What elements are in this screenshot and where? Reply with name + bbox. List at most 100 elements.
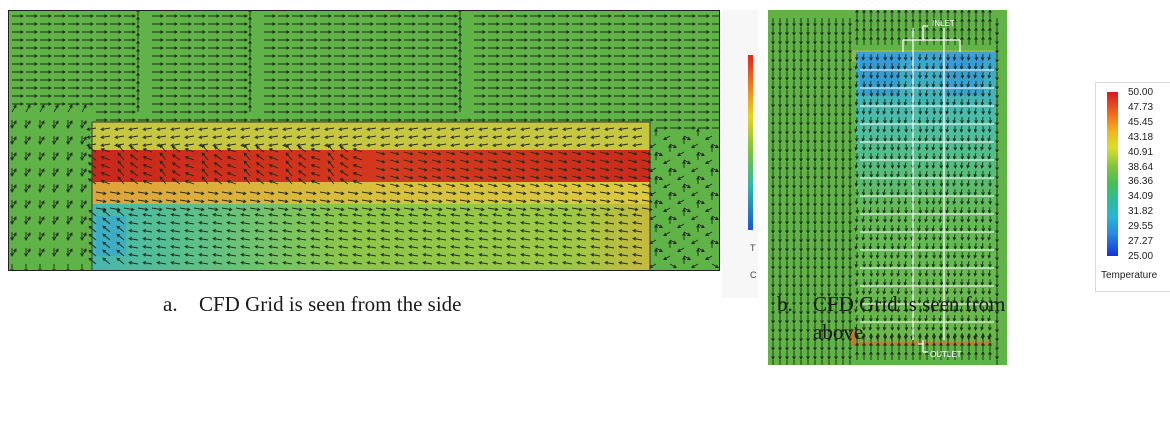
velocity-arrow	[834, 342, 838, 351]
velocity-arrow	[931, 80, 936, 88]
velocity-arrow	[656, 126, 668, 130]
velocity-arrow	[310, 164, 321, 169]
velocity-arrow	[924, 305, 929, 313]
velocity-arrow	[548, 213, 559, 217]
velocity-arrow	[959, 170, 963, 178]
velocity-arrow	[792, 234, 796, 243]
velocity-arrow	[785, 126, 789, 135]
velocity-arrow	[904, 342, 908, 351]
velocity-arrow	[904, 333, 908, 342]
velocity-arrow	[953, 260, 958, 268]
velocity-arrow	[171, 170, 181, 177]
velocity-arrow	[282, 245, 293, 249]
velocity-arrow	[785, 72, 789, 81]
velocity-arrow	[571, 199, 583, 204]
velocity-arrow	[571, 167, 582, 172]
velocity-arrow	[868, 206, 872, 214]
velocity-arrow	[67, 232, 73, 241]
top-view-plot: INLET OUTLET	[768, 10, 1007, 365]
velocity-arrow	[431, 151, 442, 156]
velocity-arrow	[184, 127, 195, 131]
velocity-arrow	[827, 297, 831, 306]
velocity-arrow	[966, 152, 971, 160]
velocity-arrow	[352, 127, 363, 131]
velocity-arrow	[952, 233, 957, 241]
velocity-arrow	[558, 86, 570, 90]
velocity-arrow	[820, 18, 824, 27]
velocity-arrow	[544, 78, 556, 82]
velocity-arrow	[953, 80, 958, 88]
velocity-arrow	[82, 62, 94, 66]
velocity-arrow	[576, 253, 587, 257]
velocity-arrow	[939, 342, 943, 351]
velocity-arrow	[988, 62, 992, 70]
velocity-arrow	[841, 306, 845, 315]
velocity-arrow	[516, 22, 528, 26]
velocity-arrow	[506, 245, 517, 249]
velocity-arrow	[834, 306, 838, 315]
velocity-arrow	[362, 70, 374, 74]
velocity-arrow	[380, 237, 391, 241]
velocity-arrow	[327, 144, 335, 153]
velocity-arrow	[431, 175, 442, 180]
velocity-arrow	[436, 237, 447, 241]
velocity-arrow	[813, 333, 817, 342]
velocity-arrow	[711, 239, 719, 244]
velocity-arrow	[248, 96, 252, 104]
velocity-arrow	[458, 16, 462, 24]
velocity-arrow	[945, 206, 950, 214]
velocity-arrow	[868, 143, 873, 151]
velocity-arrow	[959, 143, 964, 151]
velocity-arrow	[404, 54, 416, 58]
velocity-arrow	[432, 38, 444, 42]
velocity-arrow	[366, 245, 377, 249]
velocity-arrow	[515, 151, 526, 156]
velocity-arrow	[987, 143, 992, 151]
velocity-arrow	[194, 102, 206, 106]
velocity-arrow	[516, 46, 528, 50]
velocity-arrow	[208, 22, 220, 26]
velocity-arrow	[222, 62, 234, 66]
velocity-arrow	[548, 229, 559, 233]
velocity-arrow	[375, 151, 386, 156]
velocity-arrow	[129, 178, 139, 185]
velocity-arrow	[684, 14, 696, 18]
velocity-arrow	[806, 171, 810, 180]
velocity-arrow	[11, 168, 17, 177]
velocity-arrow	[882, 224, 887, 232]
velocity-arrow	[778, 234, 782, 243]
velocity-arrow	[488, 38, 500, 42]
velocity-arrow	[296, 253, 307, 257]
velocity-arrow	[12, 78, 24, 82]
velocity-arrow	[691, 191, 699, 196]
velocity-arrow	[785, 342, 789, 351]
velocity-arrow	[641, 159, 652, 164]
velocity-arrow	[320, 102, 332, 106]
velocity-arrow	[917, 179, 922, 187]
velocity-arrow	[684, 126, 696, 130]
velocity-arrow	[778, 279, 782, 288]
velocity-arrow	[655, 199, 663, 204]
velocity-arrow	[136, 88, 140, 96]
velocity-arrow	[248, 48, 252, 56]
velocity-arrow	[515, 159, 526, 164]
caption-b-line2: above	[813, 320, 864, 344]
velocity-arrow	[691, 215, 699, 220]
velocity-arrow	[576, 213, 587, 217]
velocity-arrow	[12, 86, 24, 90]
velocity-arrow	[68, 94, 80, 98]
velocity-arrow	[586, 70, 598, 74]
velocity-arrow	[974, 296, 978, 304]
velocity-arrow	[995, 108, 999, 117]
velocity-arrow	[347, 191, 359, 196]
velocity-arrow	[180, 22, 192, 26]
velocity-arrow	[296, 261, 307, 265]
velocity-arrow	[26, 46, 38, 50]
velocity-arrow	[691, 239, 699, 244]
velocity-arrow	[834, 297, 838, 306]
velocity-arrow	[945, 80, 950, 88]
velocity-arrow	[827, 351, 831, 360]
velocity-arrow	[572, 102, 584, 106]
velocity-arrow	[194, 78, 206, 82]
velocity-arrow	[952, 53, 957, 61]
